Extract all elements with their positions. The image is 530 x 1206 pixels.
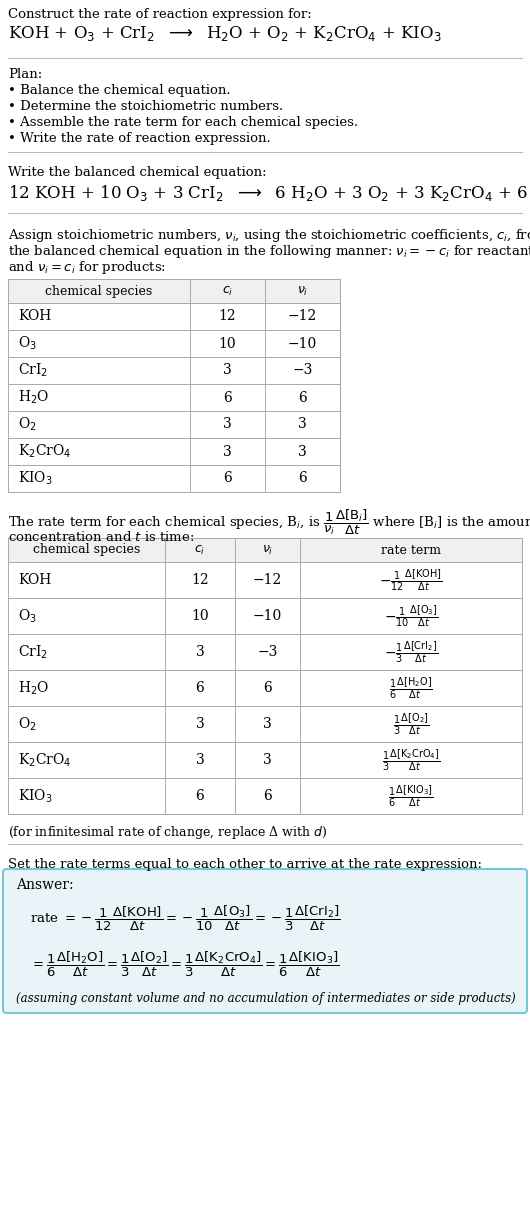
Bar — [8, 706, 522, 742]
Text: K$_2$CrO$_4$: K$_2$CrO$_4$ — [18, 443, 72, 461]
Text: CrI$_2$: CrI$_2$ — [18, 362, 48, 379]
Text: KIO$_3$: KIO$_3$ — [18, 470, 53, 487]
Bar — [8, 438, 340, 466]
Text: chemical species: chemical species — [33, 544, 140, 556]
Text: $-\frac{1}{12}\frac{\Delta[\mathrm{KOH}]}{\Delta t}$: $-\frac{1}{12}\frac{\Delta[\mathrm{KOH}]… — [379, 567, 443, 593]
Text: $\frac{1}{6}\frac{\Delta[\mathrm{H_2O}]}{\Delta t}$: $\frac{1}{6}\frac{\Delta[\mathrm{H_2O}]}… — [389, 675, 433, 701]
Text: KOH: KOH — [18, 310, 51, 323]
Bar — [8, 598, 522, 634]
Text: 3: 3 — [263, 718, 272, 731]
Text: $= \dfrac{1}{6}\dfrac{\Delta[\mathrm{H_2O}]}{\Delta t} = \dfrac{1}{3}\dfrac{\Del: $= \dfrac{1}{6}\dfrac{\Delta[\mathrm{H_2… — [30, 950, 340, 979]
Text: $\nu_i$: $\nu_i$ — [297, 285, 308, 298]
Text: 6: 6 — [298, 472, 307, 486]
Text: −3: −3 — [257, 645, 278, 658]
Text: (for infinitesimal rate of change, replace Δ with $d$): (for infinitesimal rate of change, repla… — [8, 824, 328, 841]
FancyBboxPatch shape — [3, 870, 527, 1013]
Text: 3: 3 — [298, 445, 307, 458]
Text: 6: 6 — [196, 789, 205, 803]
Text: 6: 6 — [196, 681, 205, 695]
Text: −10: −10 — [288, 336, 317, 351]
Text: $c_i$: $c_i$ — [222, 285, 233, 298]
Text: and $\nu_i = c_i$ for products:: and $\nu_i = c_i$ for products: — [8, 259, 166, 276]
Text: 10: 10 — [219, 336, 236, 351]
Text: rate term: rate term — [381, 544, 441, 556]
Text: 3: 3 — [196, 718, 205, 731]
Text: $-\frac{1}{3}\frac{\Delta[\mathrm{CrI_2}]}{\Delta t}$: $-\frac{1}{3}\frac{\Delta[\mathrm{CrI_2}… — [384, 639, 438, 665]
Text: 3: 3 — [223, 363, 232, 377]
Text: −3: −3 — [293, 363, 313, 377]
Bar — [8, 384, 340, 411]
Text: 12: 12 — [219, 310, 236, 323]
Text: KIO$_3$: KIO$_3$ — [18, 788, 53, 804]
Text: $c_i$: $c_i$ — [195, 544, 206, 556]
Text: the balanced chemical equation in the following manner: $\nu_i = -c_i$ for react: the balanced chemical equation in the fo… — [8, 242, 530, 260]
Text: 3: 3 — [223, 445, 232, 458]
Text: O$_2$: O$_2$ — [18, 715, 37, 733]
Text: 3: 3 — [196, 645, 205, 658]
Text: $-\frac{1}{10}\frac{\Delta[\mathrm{O_3}]}{\Delta t}$: $-\frac{1}{10}\frac{\Delta[\mathrm{O_3}]… — [384, 603, 438, 628]
Text: Set the rate terms equal to each other to arrive at the rate expression:: Set the rate terms equal to each other t… — [8, 857, 482, 871]
Text: chemical species: chemical species — [46, 285, 153, 298]
Text: O$_3$: O$_3$ — [18, 335, 37, 352]
Text: $\frac{1}{6}\frac{\Delta[\mathrm{KIO_3}]}{\Delta t}$: $\frac{1}{6}\frac{\Delta[\mathrm{KIO_3}]… — [388, 783, 434, 809]
Bar — [8, 303, 340, 330]
Text: 6: 6 — [223, 472, 232, 486]
Bar — [8, 562, 522, 598]
Bar — [8, 466, 340, 492]
Text: $\frac{1}{3}\frac{\Delta[\mathrm{O_2}]}{\Delta t}$: $\frac{1}{3}\frac{\Delta[\mathrm{O_2}]}{… — [393, 712, 429, 737]
Text: (assuming constant volume and no accumulation of intermediates or side products): (assuming constant volume and no accumul… — [16, 993, 516, 1005]
Text: 3: 3 — [223, 417, 232, 432]
Text: 6: 6 — [263, 789, 272, 803]
Text: rate $= -\dfrac{1}{12}\dfrac{\Delta[\mathrm{KOH}]}{\Delta t} = -\dfrac{1}{10}\df: rate $= -\dfrac{1}{12}\dfrac{\Delta[\mat… — [30, 904, 341, 933]
Text: 10: 10 — [191, 609, 209, 624]
Bar — [8, 357, 340, 384]
Text: Plan:: Plan: — [8, 68, 42, 81]
Text: H$_2$O: H$_2$O — [18, 679, 49, 697]
Text: Assign stoichiometric numbers, $\nu_i$, using the stoichiometric coefficients, $: Assign stoichiometric numbers, $\nu_i$, … — [8, 227, 530, 244]
Text: CrI$_2$: CrI$_2$ — [18, 643, 48, 661]
Text: Write the balanced chemical equation:: Write the balanced chemical equation: — [8, 166, 267, 178]
Text: $\nu_i$: $\nu_i$ — [262, 544, 273, 556]
Bar — [8, 538, 522, 562]
Text: Answer:: Answer: — [16, 878, 74, 892]
Text: O$_3$: O$_3$ — [18, 608, 37, 625]
Text: K$_2$CrO$_4$: K$_2$CrO$_4$ — [18, 751, 72, 768]
Text: $\frac{1}{3}\frac{\Delta[\mathrm{K_2CrO_4}]}{\Delta t}$: $\frac{1}{3}\frac{\Delta[\mathrm{K_2CrO_… — [382, 748, 440, 773]
Bar — [8, 634, 522, 671]
Text: 3: 3 — [298, 417, 307, 432]
Bar — [8, 411, 340, 438]
Bar — [8, 778, 522, 814]
Text: KOH + O$_3$ + CrI$_2$  $\longrightarrow$  H$_2$O + O$_2$ + K$_2$CrO$_4$ + KIO$_3: KOH + O$_3$ + CrI$_2$ $\longrightarrow$ … — [8, 24, 441, 43]
Text: 6: 6 — [223, 391, 232, 404]
Text: • Write the rate of reaction expression.: • Write the rate of reaction expression. — [8, 131, 271, 145]
Text: H$_2$O: H$_2$O — [18, 388, 49, 406]
Text: • Determine the stoichiometric numbers.: • Determine the stoichiometric numbers. — [8, 100, 283, 113]
Bar — [8, 671, 522, 706]
Text: 3: 3 — [196, 753, 205, 767]
Text: O$_2$: O$_2$ — [18, 416, 37, 433]
Text: KOH: KOH — [18, 573, 51, 587]
Text: 6: 6 — [263, 681, 272, 695]
Text: • Balance the chemical equation.: • Balance the chemical equation. — [8, 84, 231, 96]
Text: concentration and $t$ is time:: concentration and $t$ is time: — [8, 529, 195, 544]
Text: −12: −12 — [253, 573, 282, 587]
Text: • Assemble the rate term for each chemical species.: • Assemble the rate term for each chemic… — [8, 116, 358, 129]
Bar — [8, 330, 340, 357]
Text: 12: 12 — [191, 573, 209, 587]
Text: 3: 3 — [263, 753, 272, 767]
Text: −12: −12 — [288, 310, 317, 323]
Text: 12 KOH + 10 O$_3$ + 3 CrI$_2$  $\longrightarrow$  6 H$_2$O + 3 O$_2$ + 3 K$_2$Cr: 12 KOH + 10 O$_3$ + 3 CrI$_2$ $\longrigh… — [8, 183, 530, 203]
Bar — [8, 279, 340, 303]
Text: −10: −10 — [253, 609, 282, 624]
Bar — [8, 742, 522, 778]
Text: 6: 6 — [298, 391, 307, 404]
Text: Construct the rate of reaction expression for:: Construct the rate of reaction expressio… — [8, 8, 312, 21]
Text: The rate term for each chemical species, B$_i$, is $\dfrac{1}{\nu_i}\dfrac{\Delt: The rate term for each chemical species,… — [8, 508, 530, 538]
